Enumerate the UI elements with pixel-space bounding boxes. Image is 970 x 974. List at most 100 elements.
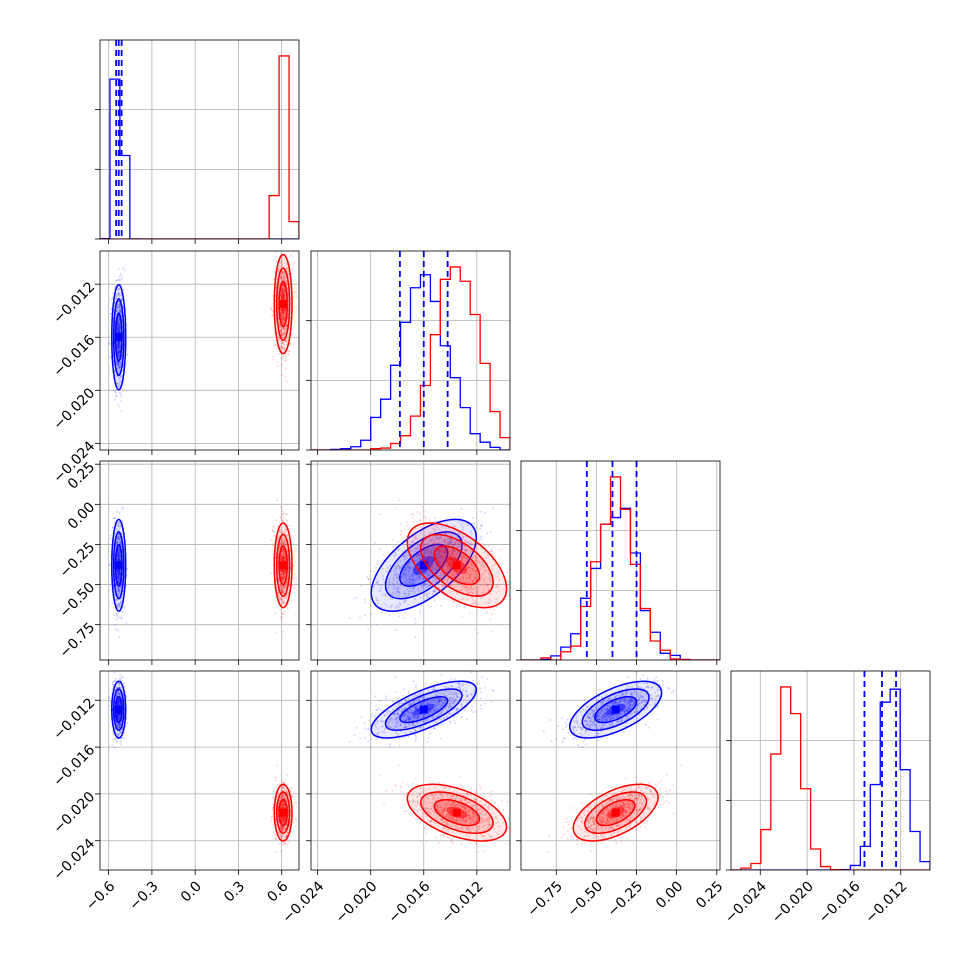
point <box>276 260 278 262</box>
point <box>276 499 278 501</box>
point <box>272 295 274 297</box>
point <box>274 345 276 347</box>
point <box>491 614 493 616</box>
point <box>420 520 422 522</box>
point <box>118 617 120 619</box>
point <box>397 541 399 543</box>
point <box>281 364 283 366</box>
point <box>399 523 401 525</box>
point <box>480 538 482 540</box>
point <box>272 356 274 358</box>
point <box>284 611 286 613</box>
point <box>394 556 396 558</box>
point <box>121 388 123 390</box>
point <box>381 611 383 613</box>
point <box>123 606 125 608</box>
point <box>392 539 394 541</box>
point <box>400 530 402 532</box>
point <box>404 529 406 531</box>
point <box>430 585 432 587</box>
point <box>410 560 412 562</box>
point <box>480 511 482 513</box>
point <box>295 548 297 550</box>
point <box>282 355 284 357</box>
point <box>435 520 437 522</box>
point <box>293 262 295 264</box>
point <box>438 595 440 597</box>
point <box>118 406 120 408</box>
point <box>121 617 123 619</box>
point <box>524 577 526 579</box>
point <box>364 602 366 604</box>
point <box>275 519 277 521</box>
point <box>114 391 116 393</box>
point <box>374 571 376 573</box>
point <box>121 275 123 277</box>
point <box>479 528 481 530</box>
point <box>277 365 279 367</box>
point <box>295 589 297 591</box>
point <box>480 536 482 538</box>
point <box>275 632 277 634</box>
point <box>464 607 466 609</box>
point <box>481 543 483 545</box>
point <box>124 378 126 380</box>
point <box>518 616 520 618</box>
point <box>376 624 378 626</box>
point <box>499 557 501 559</box>
point <box>122 611 124 613</box>
panel-1-0 <box>95 236 299 455</box>
point <box>125 622 127 624</box>
point <box>425 510 427 512</box>
point <box>292 585 294 587</box>
point <box>487 612 489 614</box>
point <box>290 525 292 527</box>
point <box>429 606 431 608</box>
point <box>428 519 430 521</box>
point <box>274 535 276 537</box>
point <box>507 571 509 573</box>
point <box>511 592 513 594</box>
point <box>279 521 281 523</box>
point <box>275 612 277 614</box>
point <box>270 572 272 574</box>
point <box>277 525 279 527</box>
point <box>491 631 493 633</box>
point <box>419 610 421 612</box>
point <box>405 612 407 614</box>
point <box>486 533 488 535</box>
point <box>293 587 295 589</box>
point <box>383 554 385 556</box>
point <box>359 616 361 618</box>
point <box>450 599 452 601</box>
point <box>469 612 471 614</box>
point <box>403 617 405 619</box>
point <box>377 560 379 562</box>
point <box>385 544 387 546</box>
point <box>415 622 417 624</box>
point <box>120 393 122 395</box>
point <box>285 513 287 515</box>
point <box>360 585 362 587</box>
point <box>461 508 463 510</box>
point <box>285 376 287 378</box>
grid <box>100 671 299 870</box>
point <box>440 605 442 607</box>
axes-frame <box>100 251 299 450</box>
axes-frame <box>100 461 299 660</box>
point <box>108 342 110 344</box>
point <box>285 368 287 370</box>
point <box>472 517 474 519</box>
density-peak <box>453 561 461 569</box>
point <box>122 520 124 522</box>
point <box>434 593 436 595</box>
point <box>283 520 285 522</box>
point <box>498 549 500 551</box>
point <box>281 374 283 376</box>
point <box>112 292 114 294</box>
point <box>419 513 421 515</box>
point <box>406 555 408 557</box>
point <box>121 508 123 510</box>
point <box>281 513 283 515</box>
point <box>349 617 351 619</box>
